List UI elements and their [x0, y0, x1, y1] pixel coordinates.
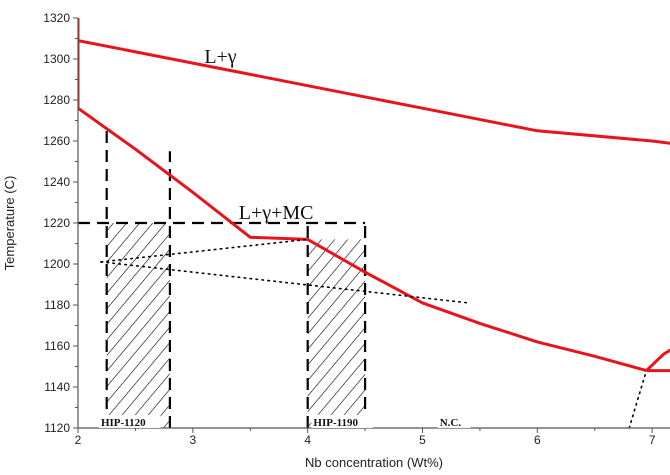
series-line-5 [645, 348, 670, 372]
hatched-region-1 [106, 223, 170, 428]
y-tick-label: 1200 [43, 257, 70, 271]
axes: 1120 1140 1160 1180 1200 1220 1240 1260 1280 1300… [43, 11, 670, 447]
y-tick-label: 1320 [43, 11, 70, 25]
y-tick-label: 1280 [43, 93, 70, 107]
hatched-region-2 [307, 239, 366, 428]
hatched-regions [106, 223, 366, 428]
series-line-1 [78, 39, 670, 145]
series-line-7 [100, 261, 470, 304]
phase-boundaries [78, 18, 670, 428]
region-label: L+γ [204, 46, 236, 68]
series-line-2 [78, 106, 647, 373]
sample-label-bg [98, 414, 161, 428]
x-tick-label: 4 [304, 433, 311, 447]
y-tick-label: 1240 [43, 175, 70, 189]
sample-label: HIP-1120 [101, 417, 146, 429]
y-axis-title: Temperature (C) [2, 176, 17, 271]
y-tick-label: 1260 [43, 134, 70, 148]
y-tick-label: 1220 [43, 216, 70, 230]
y-tick-label: 1140 [44, 380, 70, 394]
y-tick-label: 1180 [44, 298, 70, 312]
sample-label: HIP-1190 [313, 417, 358, 429]
x-axis-title: Nb concentration (Wt%) [305, 455, 443, 470]
y-tick-label: 1120 [44, 421, 70, 435]
y-tick-label: 1300 [43, 52, 70, 66]
sample-label-bg [437, 414, 471, 428]
sample-label: N.C. [440, 417, 462, 429]
x-tick-label: 7 [649, 433, 656, 447]
y-tick-label: 1160 [44, 339, 70, 353]
x-tick-label: 5 [419, 433, 426, 447]
region-label: L+γ+MC [239, 202, 314, 224]
sample-label-bg [311, 414, 374, 428]
x-tick-label: 6 [534, 433, 541, 447]
construction-lines [78, 128, 367, 428]
x-tick-label: 2 [75, 433, 82, 447]
x-tick-label: 3 [189, 433, 196, 447]
series-line-8 [628, 369, 648, 428]
series-line-6 [100, 238, 309, 263]
